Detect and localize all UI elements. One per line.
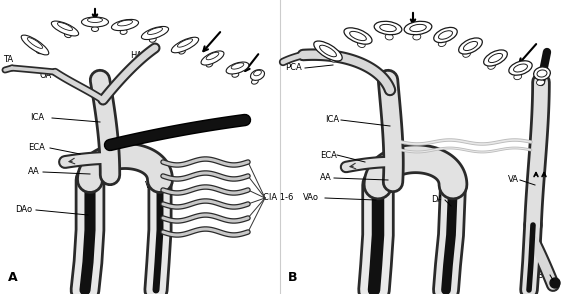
Ellipse shape: [344, 28, 372, 44]
Ellipse shape: [232, 72, 239, 77]
Ellipse shape: [358, 41, 365, 48]
Ellipse shape: [206, 62, 213, 67]
Text: AA: AA: [28, 168, 40, 176]
Text: ECA: ECA: [28, 143, 45, 153]
Ellipse shape: [92, 26, 99, 31]
Text: VAo: VAo: [145, 181, 161, 190]
Ellipse shape: [252, 79, 258, 84]
Ellipse shape: [385, 34, 393, 40]
Ellipse shape: [484, 50, 507, 66]
Ellipse shape: [329, 56, 336, 62]
Text: ICA: ICA: [325, 116, 339, 124]
Text: CIA 1-6: CIA 1-6: [263, 193, 293, 203]
Ellipse shape: [111, 19, 138, 31]
Text: PA: PA: [108, 131, 118, 139]
Text: DAo: DAo: [431, 196, 448, 205]
Ellipse shape: [120, 29, 127, 34]
Ellipse shape: [459, 38, 482, 54]
Ellipse shape: [413, 34, 421, 40]
Text: VA: VA: [508, 176, 519, 185]
Ellipse shape: [171, 37, 199, 53]
Ellipse shape: [374, 21, 402, 35]
Text: AA: AA: [320, 173, 332, 183]
Ellipse shape: [51, 21, 79, 36]
Ellipse shape: [178, 49, 185, 54]
Text: DAo: DAo: [15, 206, 32, 215]
Ellipse shape: [434, 27, 457, 43]
Ellipse shape: [534, 67, 551, 80]
Ellipse shape: [537, 79, 544, 86]
Ellipse shape: [149, 37, 156, 42]
Ellipse shape: [35, 48, 42, 54]
Ellipse shape: [82, 17, 109, 27]
Ellipse shape: [21, 35, 49, 55]
Circle shape: [550, 278, 560, 288]
Text: B: B: [288, 271, 297, 284]
Ellipse shape: [488, 63, 495, 69]
Text: ECA: ECA: [320, 151, 337, 160]
Text: HA: HA: [130, 51, 142, 59]
Text: A: A: [8, 271, 17, 284]
Ellipse shape: [64, 32, 71, 38]
Text: ICA: ICA: [30, 113, 44, 123]
Ellipse shape: [463, 51, 471, 57]
Text: OA: OA: [40, 71, 52, 79]
Text: SCA: SCA: [538, 270, 555, 280]
Ellipse shape: [201, 51, 224, 65]
Text: PCA: PCA: [285, 64, 302, 73]
Ellipse shape: [404, 21, 432, 35]
Ellipse shape: [509, 61, 532, 75]
Ellipse shape: [226, 62, 249, 74]
Ellipse shape: [438, 40, 446, 46]
Text: VAo: VAo: [303, 193, 319, 203]
Ellipse shape: [251, 70, 265, 80]
Text: TA: TA: [3, 56, 13, 64]
Ellipse shape: [141, 26, 168, 39]
Ellipse shape: [514, 74, 522, 80]
Ellipse shape: [314, 41, 342, 61]
